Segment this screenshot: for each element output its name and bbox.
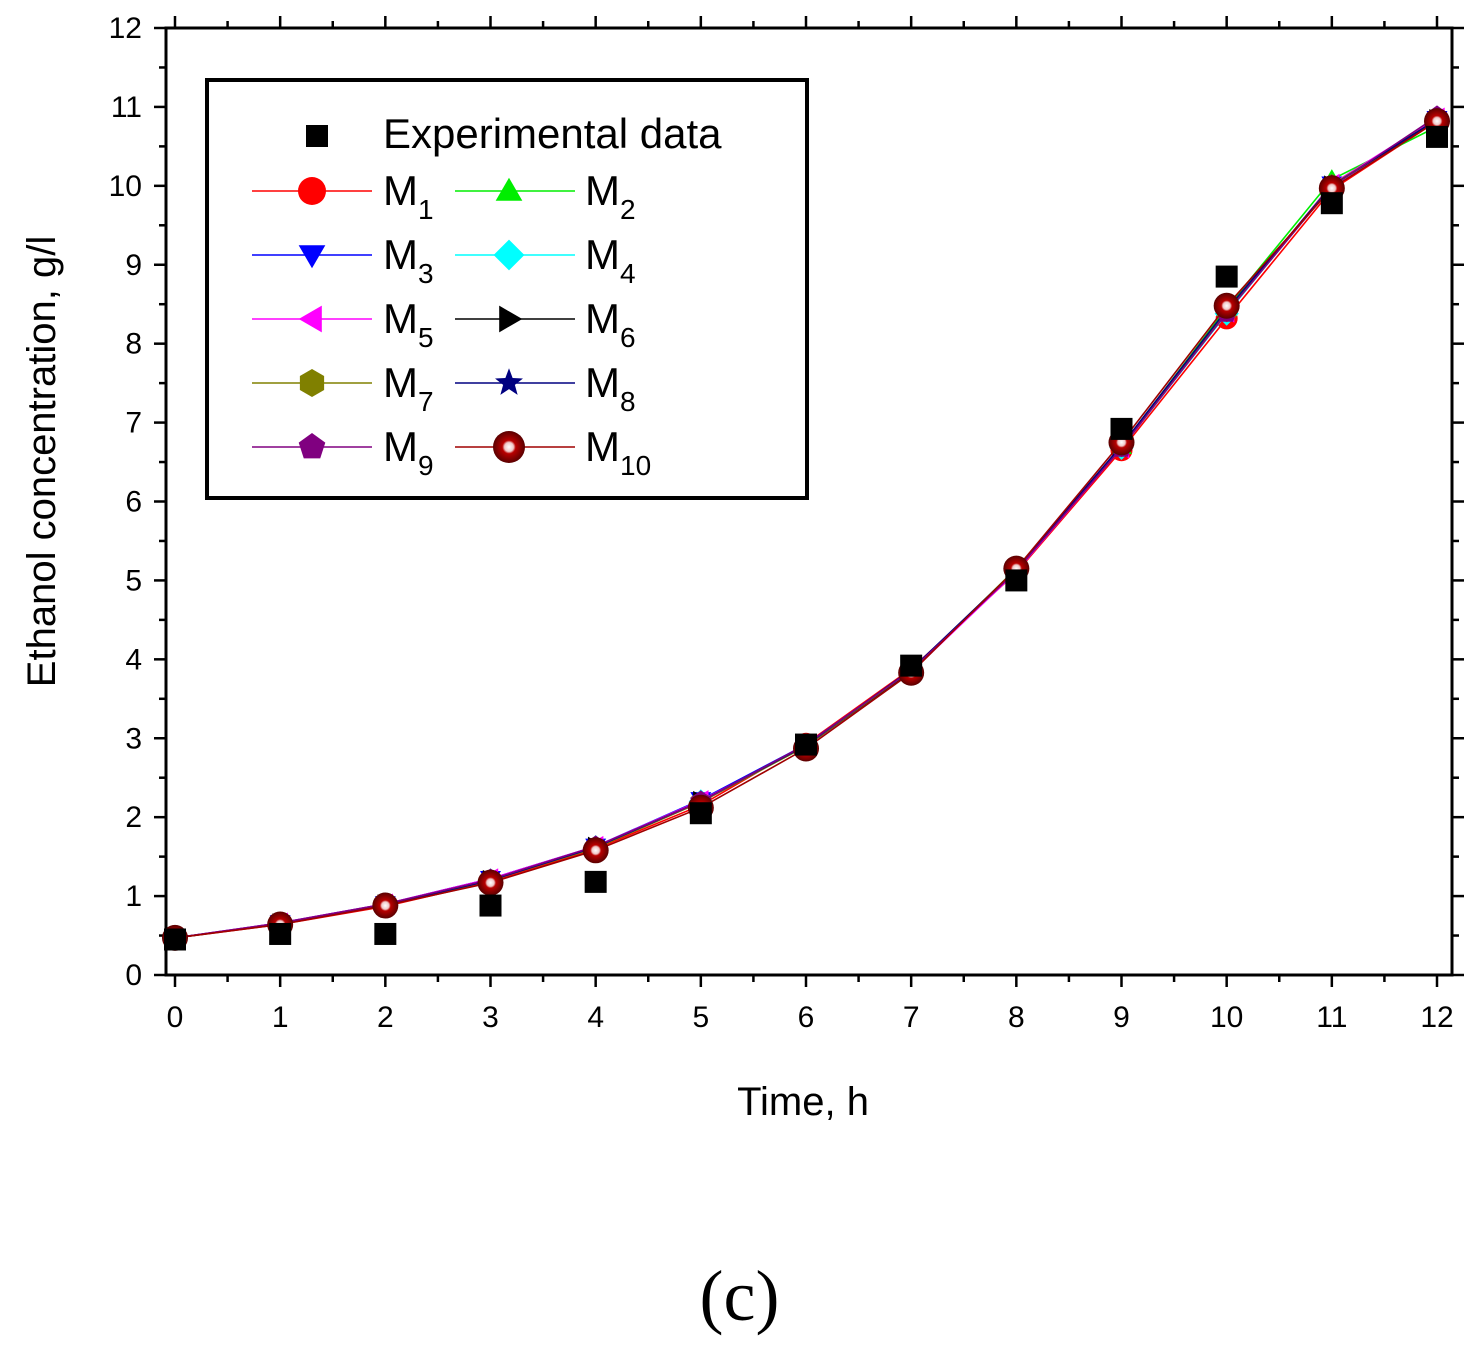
point-experimental bbox=[1005, 569, 1028, 592]
x-tick-label: 3 bbox=[482, 1001, 499, 1034]
legend-sub-m9: 9 bbox=[418, 450, 434, 481]
y-tick-label: 1 bbox=[125, 880, 142, 913]
legend-marker-m8 bbox=[495, 368, 523, 395]
x-tick-label: 4 bbox=[587, 1001, 604, 1034]
legend-sub-m3: 3 bbox=[418, 258, 434, 289]
x-tick-label: 12 bbox=[1420, 1001, 1453, 1034]
y-tick-label: 2 bbox=[125, 801, 142, 834]
y-tick-label: 6 bbox=[125, 486, 142, 519]
legend-marker-m7 bbox=[299, 369, 325, 397]
legend-sub-m10: 10 bbox=[620, 450, 651, 481]
x-tick-label: 9 bbox=[1113, 1001, 1130, 1034]
legend-marker-m2 bbox=[495, 177, 523, 201]
legend-marker-m6 bbox=[499, 305, 523, 333]
y-tick-label: 7 bbox=[125, 407, 142, 440]
legend-marker-m4 bbox=[493, 239, 525, 271]
y-tick-label: 3 bbox=[125, 722, 142, 755]
legend-sub-m1: 1 bbox=[418, 194, 434, 225]
x-axis-title: Time, h bbox=[737, 1080, 869, 1124]
point-m10 bbox=[582, 837, 609, 864]
x-tick-label: 7 bbox=[903, 1001, 920, 1034]
y-axis-title: Ethanol concentration, g/l bbox=[20, 236, 64, 687]
point-m10 bbox=[372, 892, 399, 919]
x-tick-label: 8 bbox=[1008, 1001, 1025, 1034]
point-experimental bbox=[1320, 192, 1343, 215]
x-tick-label: 1 bbox=[272, 1001, 289, 1034]
x-tick-label: 2 bbox=[377, 1001, 394, 1034]
legend-marker-experimental bbox=[306, 125, 328, 147]
x-tick-label: 5 bbox=[692, 1001, 709, 1034]
y-tick-label: 12 bbox=[109, 12, 142, 45]
y-tick-label: 9 bbox=[125, 249, 142, 282]
legend-marker-m5 bbox=[298, 305, 322, 333]
y-tick-label: 5 bbox=[125, 564, 142, 597]
point-experimental bbox=[479, 894, 502, 917]
legend-marker-m10 bbox=[493, 431, 525, 463]
legend-sub-m2: 2 bbox=[620, 194, 636, 225]
point-experimental bbox=[900, 654, 923, 677]
point-experimental bbox=[1110, 417, 1133, 440]
point-m10 bbox=[477, 869, 504, 896]
x-tick-label: 0 bbox=[167, 1001, 184, 1034]
legend-box bbox=[205, 78, 809, 500]
y-tick-label: 4 bbox=[125, 643, 142, 676]
y-tick-label: 8 bbox=[125, 328, 142, 361]
experimental-layer bbox=[164, 125, 1448, 951]
point-experimental bbox=[795, 733, 817, 756]
point-experimental bbox=[269, 922, 292, 945]
y-tick-label: 0 bbox=[125, 959, 142, 992]
legend-marker-m1 bbox=[298, 177, 326, 205]
legend-marker-m9 bbox=[298, 433, 326, 459]
point-experimental bbox=[1426, 125, 1448, 148]
x-tick-label: 6 bbox=[798, 1001, 815, 1034]
y-tick-label: 11 bbox=[111, 91, 142, 124]
legend-sub-m7: 7 bbox=[418, 386, 434, 417]
legend-label-experimental: Experimental data bbox=[383, 110, 722, 157]
legend-sub-m8: 8 bbox=[620, 386, 636, 417]
legend-sub-m6: 6 bbox=[620, 322, 636, 353]
point-experimental bbox=[374, 922, 397, 945]
point-experimental bbox=[164, 928, 186, 951]
legend-sub-m5: 5 bbox=[418, 322, 434, 353]
legend-marker-m3 bbox=[298, 245, 326, 269]
figure-caption: (c) bbox=[699, 1256, 780, 1336]
point-experimental bbox=[689, 802, 712, 825]
x-tick-label: 10 bbox=[1210, 1001, 1243, 1034]
legend-sub-m4: 4 bbox=[620, 258, 636, 289]
point-experimental bbox=[1215, 265, 1238, 288]
point-experimental bbox=[584, 870, 607, 893]
x-tick-label: 11 bbox=[1316, 1001, 1347, 1034]
point-m10 bbox=[1213, 292, 1240, 319]
y-tick-label: 10 bbox=[109, 170, 142, 203]
